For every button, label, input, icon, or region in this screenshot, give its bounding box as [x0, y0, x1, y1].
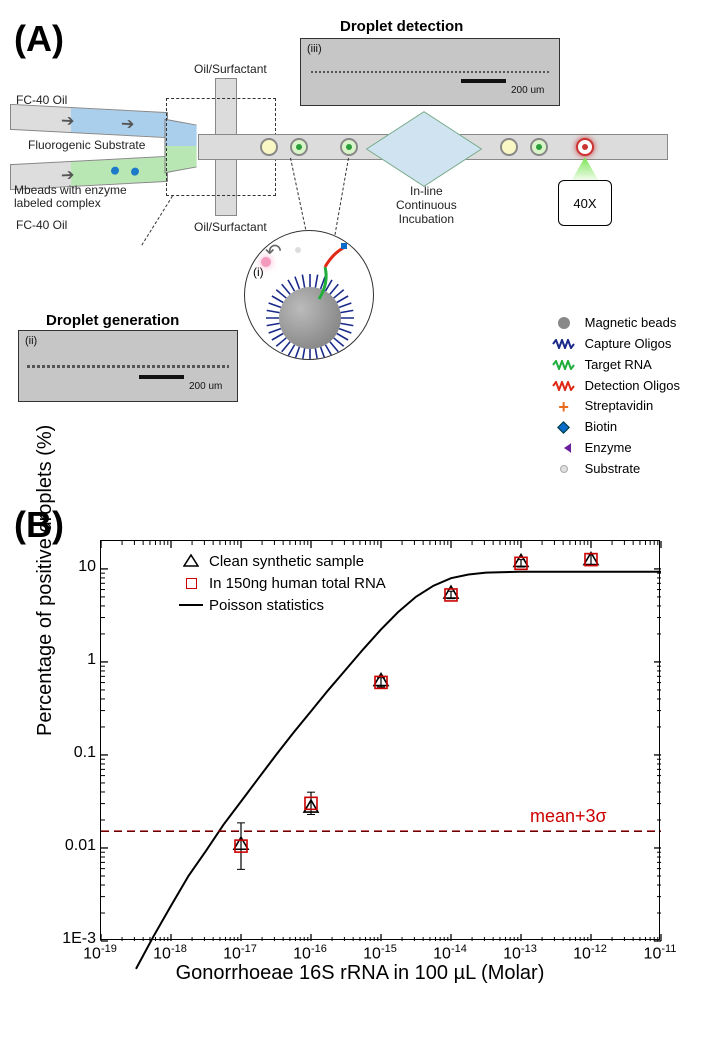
xaxis-label: Gonorrhoeae 16S rRNA in 100 µL (Molar) — [10, 962, 710, 985]
incubation-label: In-line Continuous Incubation — [396, 184, 457, 226]
plot-legend-item: In 150ng human total RNA — [177, 573, 386, 593]
bead-icon — [131, 167, 139, 175]
panel-a-legend: Magnetic beads Capture Oligos Target RNA De… — [551, 314, 680, 481]
droplet-icon — [260, 138, 278, 156]
mbeads-label: Mbeads with enzyme labeled complex — [14, 184, 144, 210]
substrate-product-icon: ↶ — [265, 239, 282, 264]
droplet-generation-trace — [27, 365, 229, 368]
roman-ii: (ii) — [25, 335, 37, 347]
bead-icon — [111, 166, 119, 174]
legend-item: Substrate — [551, 460, 680, 479]
yaxis-label: Percentage of positive droplets (%) — [34, 425, 57, 736]
scalebar-line-bot — [139, 375, 184, 379]
panel-a: (A) Droplet detection (iii) 200 um FC-40… — [10, 10, 710, 520]
legend-item: Detection Oligos — [551, 377, 680, 396]
detected-droplet-icon — [576, 138, 594, 156]
x-tick-label: 10-15 — [360, 943, 400, 963]
legend-symbol-icon — [551, 421, 577, 435]
droplet-icon — [530, 138, 548, 156]
callout-line — [141, 196, 173, 246]
y-tick-label: 10 — [50, 558, 96, 576]
flow-arrow-icon — [61, 111, 74, 132]
callout-line — [334, 158, 349, 235]
threshold-label: mean+3σ — [530, 806, 607, 827]
legend-item-label: Streptavidin — [585, 397, 654, 416]
figure: (A) Droplet detection (iii) 200 um FC-40… — [10, 10, 712, 1030]
x-tick-label: 10-14 — [430, 943, 470, 963]
legend-symbol-icon — [551, 337, 577, 351]
legend-item: Enzyme — [551, 439, 680, 458]
legend-item: + Streptavidin — [551, 397, 680, 416]
plot-legend-item-label: Clean synthetic sample — [209, 553, 364, 570]
incubation-block — [366, 111, 483, 187]
legend-item: Magnetic beads — [551, 314, 680, 333]
legend-item-label: Detection Oligos — [585, 377, 680, 396]
x-tick-label: 10-17 — [220, 943, 260, 963]
legend-item-label: Capture Oligos — [585, 335, 672, 354]
substrate-label: Fluorogenic Substrate — [28, 138, 145, 152]
hybrid-complex-icon — [311, 243, 357, 303]
y-tick-label: 0.1 — [50, 744, 96, 762]
legend-symbol-icon — [551, 462, 577, 476]
bead-complex-callout: (i) ↶ — [244, 230, 374, 360]
oil-bot-label: Oil/Surfactant — [194, 220, 267, 234]
droplet-generation-title: Droplet generation — [46, 312, 179, 329]
droplet-icon — [500, 138, 518, 156]
fc40-bot-label: FC-40 Oil — [16, 218, 67, 232]
legend-symbol-icon — [551, 316, 577, 330]
y-tick-label: 1E-3 — [50, 930, 96, 948]
x-tick-label: 10-11 — [640, 943, 680, 963]
plot-legend-symbol-icon — [177, 600, 205, 610]
legend-item-label: Substrate — [585, 460, 641, 479]
legend-item-label: Enzyme — [585, 439, 632, 458]
callout-line — [290, 158, 307, 235]
droplet-icon — [290, 138, 308, 156]
legend-symbol-icon — [551, 358, 577, 372]
y-tick-label: 0.01 — [50, 837, 96, 855]
x-tick-label: 10-18 — [150, 943, 190, 963]
legend-item-label: Magnetic beads — [585, 314, 677, 333]
x-tick-label: 10-12 — [570, 943, 610, 963]
legend-symbol-icon: + — [551, 400, 577, 414]
flow-arrow-icon — [121, 114, 134, 135]
legend-item: Capture Oligos — [551, 335, 680, 354]
legend-item-label: Target RNA — [585, 356, 652, 375]
plot-legend-item-label: Poisson statistics — [209, 597, 324, 614]
legend-item: Target RNA — [551, 356, 680, 375]
plot-legend-symbol-icon — [177, 554, 205, 568]
fc40-top-label: FC-40 Oil — [16, 93, 67, 107]
panel-b: (B) Percentage of positive droplets (%) … — [10, 510, 710, 1030]
y-tick-label: 1 — [50, 651, 96, 669]
yaxis-label-text: Percentage of positive droplets (%) — [34, 425, 56, 736]
scalebar-bot: 200 um — [189, 381, 222, 392]
x-tick-label: 10-16 — [290, 943, 330, 963]
legend-item-label: Biotin — [585, 418, 618, 437]
inlet-top-channel — [10, 104, 168, 138]
plot-area: Clean synthetic sample In 150ng human tot… — [100, 540, 660, 940]
droplet-detection-title: Droplet detection — [340, 18, 463, 35]
oil-top-label: Oil/Surfactant — [194, 62, 267, 76]
x-tick-label: 10-13 — [500, 943, 540, 963]
xaxis-label-text: Gonorrhoeae 16S rRNA in 100 µL (Molar) — [176, 962, 545, 984]
legend-symbol-icon — [551, 379, 577, 393]
droplet-icon — [340, 138, 358, 156]
legend-item: Biotin — [551, 418, 680, 437]
plot-legend: Clean synthetic sample In 150ng human tot… — [177, 551, 386, 617]
droplet-generation-inset: (ii) 200 um — [18, 330, 238, 402]
plot-legend-symbol-icon — [177, 578, 205, 589]
plot-legend-item: Clean synthetic sample — [177, 551, 386, 571]
objective-label: 40X — [558, 180, 612, 226]
legend-symbol-icon — [551, 441, 577, 455]
plot-legend-item: Poisson statistics — [177, 595, 386, 615]
plot-legend-item-label: In 150ng human total RNA — [209, 575, 386, 592]
